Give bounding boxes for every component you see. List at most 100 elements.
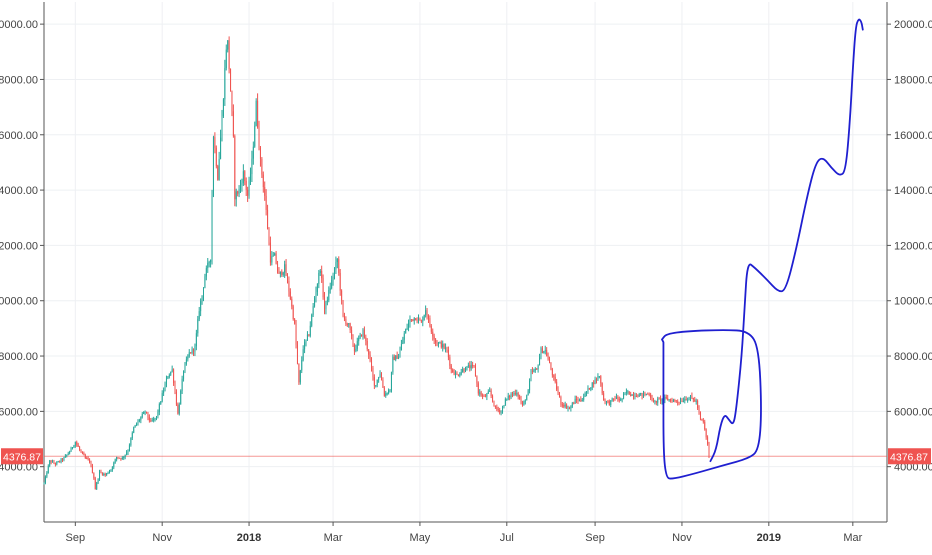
candle-body [549, 359, 551, 363]
candle-body [613, 398, 615, 400]
candle-body [436, 342, 438, 345]
candle-body [211, 196, 213, 260]
candle-body [415, 318, 417, 321]
candle-body [705, 429, 707, 438]
candle-body [660, 398, 662, 402]
candle-body [699, 412, 701, 419]
candle-body [457, 374, 459, 376]
candle-body [140, 417, 142, 421]
candle-body [63, 457, 65, 461]
candle-body [235, 191, 237, 200]
candle-body [510, 394, 512, 398]
candle-body [605, 401, 607, 403]
candle-body [547, 356, 549, 360]
candle-body [405, 329, 407, 334]
candle-body [111, 467, 113, 470]
candle-body [469, 365, 471, 369]
candle-body [116, 457, 118, 460]
candle-body [389, 390, 391, 392]
candle-body [167, 376, 169, 379]
y-tick-label-left: 14000.00 [0, 185, 38, 197]
candle-body [365, 337, 367, 341]
candle-body [536, 368, 538, 370]
candle-body [537, 365, 539, 370]
candle-body [222, 99, 224, 117]
candle-body [248, 180, 250, 196]
candle-body [304, 342, 306, 350]
candle-body [403, 333, 405, 340]
candle-body [240, 184, 242, 189]
candle-body [445, 347, 447, 349]
candle-body [503, 405, 505, 408]
price-tag-left-text: 4376.87 [3, 451, 41, 463]
candle-body [568, 407, 570, 409]
candle-body [601, 383, 603, 394]
candle-body [185, 359, 187, 364]
y-tick-label-left: 4000.00 [0, 462, 38, 474]
candle-body [277, 263, 279, 271]
candle-body [332, 276, 334, 281]
candle-body [633, 394, 635, 397]
candle-body [416, 320, 418, 322]
candle-body [450, 365, 452, 370]
candle-body [376, 379, 378, 386]
candle-body [530, 370, 532, 381]
candle-body [100, 471, 102, 473]
candle-body [265, 195, 267, 210]
candle-body [460, 371, 462, 375]
candle-body [187, 356, 189, 360]
candle-body [621, 398, 623, 400]
candle-body [707, 437, 709, 444]
candle-body [651, 397, 653, 402]
candle-body [137, 421, 139, 424]
candle-body [295, 323, 297, 345]
candle-body [657, 398, 659, 403]
candle-body [164, 384, 166, 391]
candle-body [351, 329, 353, 336]
candle-body [335, 262, 337, 270]
candle-body [687, 399, 689, 401]
candle-body [390, 372, 392, 391]
candle-body [442, 344, 444, 348]
candle-body [383, 387, 385, 396]
candle-body [77, 444, 79, 447]
candle-body [624, 392, 626, 395]
y-tick-label-left: 12000.00 [0, 240, 38, 252]
y-tick-label-left: 6000.00 [0, 406, 38, 418]
candle-body [358, 338, 360, 342]
candle-body [409, 319, 411, 324]
annotation-box [661, 329, 762, 480]
candle-body [168, 374, 170, 377]
candle-body [497, 409, 499, 411]
y-tick-label-left: 18000.00 [0, 74, 38, 86]
candle-body [472, 364, 474, 366]
candle-body [371, 360, 373, 368]
candle-body [378, 377, 380, 380]
candle-body [625, 391, 627, 393]
price-tag-left [1, 448, 43, 465]
candle-body [121, 457, 123, 460]
candle-body [654, 400, 656, 402]
candle-body [553, 375, 555, 377]
candle-body [366, 340, 368, 350]
candle-body [298, 363, 300, 383]
candle-body [644, 393, 646, 395]
candle-body [279, 271, 281, 274]
candle-body [611, 398, 613, 401]
candle-body [563, 404, 565, 407]
candle-body [554, 376, 556, 382]
candle-body [665, 397, 667, 399]
candle-body [148, 417, 150, 421]
candle-body [336, 259, 338, 263]
candle-body [292, 306, 294, 320]
candle-body [80, 449, 82, 452]
candle-body [214, 137, 216, 148]
candle-body [600, 376, 602, 384]
candle-body [615, 396, 617, 399]
candle-body [70, 447, 72, 452]
candle-body [62, 459, 64, 461]
y-tick-label-right: 16000.00 [894, 130, 932, 142]
candle-body [242, 171, 244, 184]
